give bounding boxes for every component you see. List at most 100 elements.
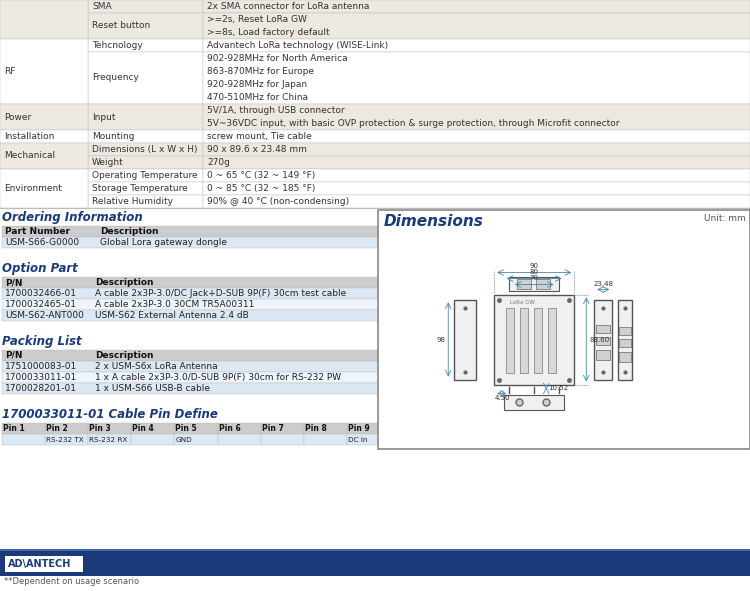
Bar [2, 310, 390, 321]
Bar [88, 39, 203, 52]
Text: Packing List: Packing List [2, 335, 82, 348]
Text: RS-232 RX: RS-232 RX [89, 437, 128, 443]
Text: Weight: Weight [92, 158, 124, 167]
Text: AD\ANTECH: AD\ANTECH [8, 558, 71, 569]
Text: USM-S66-G0000: USM-S66-G0000 [5, 238, 80, 247]
Bar [2, 288, 390, 299]
Bar [347, 423, 390, 434]
Bar [304, 423, 347, 434]
Text: Storage Temperature: Storage Temperature [92, 184, 188, 193]
Bar [131, 423, 175, 434]
Bar [45, 423, 88, 434]
Bar [203, 0, 750, 13]
Bar [2, 299, 390, 310]
Text: RS-232 TX: RS-232 TX [46, 437, 84, 443]
Text: Pin 1: Pin 1 [3, 424, 25, 433]
Text: Pin 6: Pin 6 [218, 424, 240, 433]
Bar [2, 383, 390, 394]
Bar [203, 195, 750, 208]
Bar [0, 130, 88, 143]
Bar [2, 226, 390, 237]
Bar [454, 300, 476, 379]
Bar [2, 350, 390, 361]
Text: >=2s, Reset LoRa GW: >=2s, Reset LoRa GW [207, 15, 307, 24]
Text: 1700032466-01: 1700032466-01 [5, 289, 77, 298]
Bar [620, 352, 632, 362]
Bar [2, 237, 390, 248]
Text: 5V/1A, through USB connector: 5V/1A, through USB connector [207, 106, 344, 115]
Text: Description: Description [100, 227, 158, 236]
Bar [494, 294, 574, 385]
Bar [88, 169, 203, 182]
Text: 23.48: 23.48 [593, 281, 613, 287]
Bar [88, 104, 203, 130]
Text: Reset button: Reset button [92, 21, 150, 31]
Bar [88, 156, 203, 169]
Bar [261, 423, 304, 434]
Text: GND: GND [176, 437, 192, 443]
Bar [261, 434, 304, 445]
Bar [506, 307, 515, 372]
Bar [0, 182, 88, 195]
Text: DC in: DC in [348, 437, 368, 443]
Bar [347, 434, 390, 445]
Text: Option Part: Option Part [2, 262, 78, 275]
Text: 1700032465-01: 1700032465-01 [5, 300, 77, 309]
Text: 1 x USM-S66 USB-B cable: 1 x USM-S66 USB-B cable [95, 384, 210, 393]
Text: P/N: P/N [5, 278, 22, 287]
Bar [304, 434, 347, 445]
Bar [0, 169, 88, 182]
Bar [203, 104, 750, 130]
Text: 902-928MHz for North America: 902-928MHz for North America [207, 54, 347, 63]
Bar [131, 434, 175, 445]
Bar [504, 395, 564, 410]
Text: screw mount, Tie cable: screw mount, Tie cable [207, 132, 312, 141]
Text: 90 x 89.6 x 23.48 mm: 90 x 89.6 x 23.48 mm [207, 145, 307, 154]
Text: LoRa GW: LoRa GW [510, 300, 535, 305]
Bar [88, 52, 203, 104]
Text: Part Number: Part Number [5, 227, 70, 236]
Bar [203, 39, 750, 52]
Bar [0, 551, 750, 576]
Bar [509, 277, 560, 291]
Bar [0, 13, 88, 39]
Bar [203, 52, 750, 104]
Text: Relative Humidity: Relative Humidity [92, 197, 173, 206]
Bar [2, 372, 390, 383]
Text: 90% @ 40 °C (non-condensing): 90% @ 40 °C (non-condensing) [207, 197, 349, 206]
Bar [217, 423, 261, 434]
Bar [618, 300, 632, 379]
Bar [620, 339, 632, 346]
Text: 2x SMA connector for LoRa antenna: 2x SMA connector for LoRa antenna [207, 2, 369, 11]
Bar [0, 104, 88, 130]
Text: Pin 8: Pin 8 [304, 424, 327, 433]
Text: 88.60: 88.60 [590, 336, 610, 343]
Text: 80: 80 [530, 269, 538, 275]
Bar [0, 52, 88, 104]
Bar [203, 156, 750, 169]
Bar [378, 210, 750, 449]
Text: RF: RF [4, 67, 15, 76]
Bar [88, 130, 203, 143]
Bar [518, 278, 531, 288]
Text: Pin 9: Pin 9 [348, 424, 370, 433]
Bar [596, 324, 610, 333]
Text: 470-510MHz for China: 470-510MHz for China [207, 93, 308, 102]
Bar [88, 423, 131, 434]
Bar [0, 143, 88, 156]
Bar [2, 361, 390, 372]
Bar [520, 307, 528, 372]
Text: Unit: mm: Unit: mm [704, 214, 746, 223]
Text: Advantech LoRa technology (WISE-Link): Advantech LoRa technology (WISE-Link) [207, 41, 388, 50]
Text: Dimensions (L x W x H): Dimensions (L x W x H) [92, 145, 197, 154]
Bar [0, 169, 88, 208]
Text: Frequency: Frequency [92, 73, 139, 83]
Bar [2, 277, 390, 288]
Bar [0, 130, 88, 143]
Text: Ordering Information: Ordering Information [2, 211, 142, 224]
Bar [0, 195, 88, 208]
Text: >=8s, Load factory default: >=8s, Load factory default [207, 28, 330, 37]
Text: Pin 3: Pin 3 [89, 424, 111, 433]
Text: Pin 2: Pin 2 [46, 424, 68, 433]
Bar [0, 104, 88, 130]
